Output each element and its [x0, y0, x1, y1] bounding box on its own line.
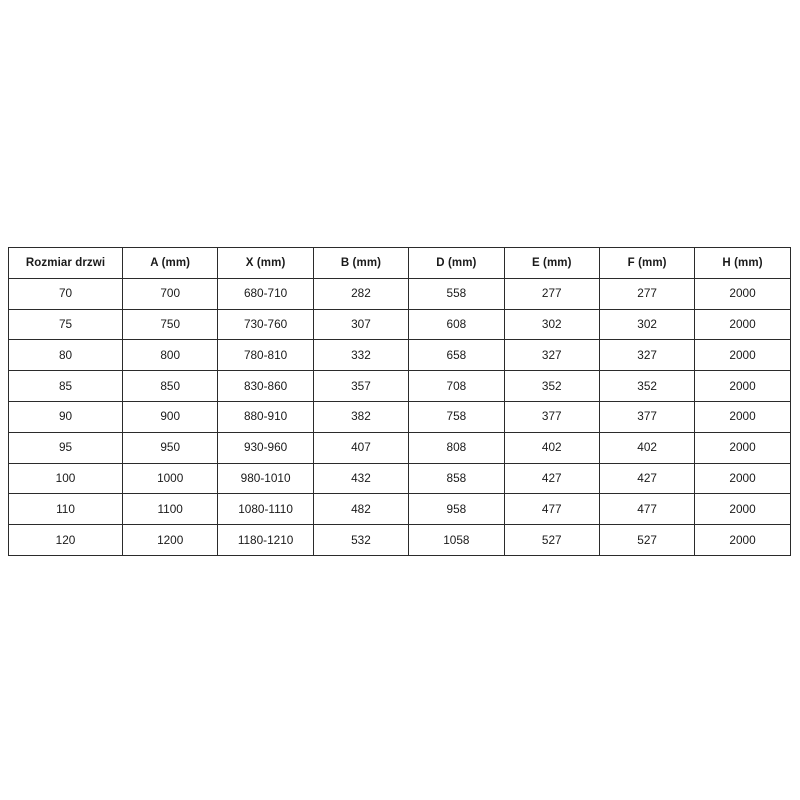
measurement-cell: 377	[503, 400, 600, 433]
measurement-cell: 427	[598, 462, 696, 495]
door-size-cell: 70	[8, 277, 123, 310]
measurement-cell: 402	[503, 431, 600, 464]
measurement-cell: 277	[598, 277, 696, 310]
measurement-cell: 758	[408, 400, 505, 433]
measurement-cell: 780-810	[217, 339, 314, 372]
measurement-cell: 700	[121, 277, 219, 310]
door-size-cell: 100	[8, 462, 123, 495]
measurement-cell: 477	[503, 493, 600, 526]
measurement-cell: 302	[598, 308, 696, 341]
measurement-cell: 277	[503, 277, 600, 310]
table-row: 100 1000 980-1010 432 858 427 427 2000	[8, 462, 791, 495]
measurement-cell: 558	[408, 277, 505, 310]
measurement-cell: 377	[598, 400, 696, 433]
door-size-cell: 85	[8, 370, 123, 402]
measurement-cell: 407	[312, 431, 410, 464]
measurement-cell: 680-710	[217, 277, 314, 310]
measurement-cell: 282	[312, 277, 410, 310]
measurement-cell: 830-860	[217, 370, 314, 402]
measurement-cell: 2000	[694, 277, 791, 310]
measurement-cell: 2000	[694, 370, 791, 402]
door-size-spec-table: Rozmiar drzwi A (mm) X (mm) B (mm) D (mm) E (…	[8, 247, 791, 556]
measurement-cell: 730-760	[217, 308, 314, 341]
measurement-cell: 2000	[694, 431, 791, 464]
column-header: E (mm)	[503, 247, 600, 279]
measurement-cell: 527	[503, 524, 600, 556]
measurement-cell: 332	[312, 339, 410, 372]
measurement-cell: 357	[312, 370, 410, 402]
door-size-spec-table-container: Rozmiar drzwi A (mm) X (mm) B (mm) D (mm) E (…	[8, 247, 791, 556]
measurement-cell: 1080-1110	[217, 493, 314, 526]
measurement-cell: 427	[503, 462, 600, 495]
door-size-cell: 80	[8, 339, 123, 372]
measurement-cell: 880-910	[217, 400, 314, 433]
measurement-cell: 950	[121, 431, 219, 464]
measurement-cell: 2000	[694, 308, 791, 341]
measurement-cell: 850	[121, 370, 219, 402]
column-header: H (mm)	[694, 247, 791, 279]
measurement-cell: 2000	[694, 493, 791, 526]
table-row: 70 700 680-710 282 558 277 277 2000	[8, 277, 791, 310]
measurement-cell: 800	[121, 339, 219, 372]
measurement-cell: 532	[312, 524, 410, 556]
measurement-cell: 482	[312, 493, 410, 526]
column-header: D (mm)	[408, 247, 505, 279]
table-row: 120 1200 1180-1210 532 1058 527 527 2000	[8, 524, 791, 556]
measurement-cell: 402	[598, 431, 696, 464]
table-body: 70 700 680-710 282 558 277 277 2000 75 750 730-760…	[8, 277, 791, 556]
measurement-cell: 1200	[121, 524, 219, 556]
door-size-cell: 95	[8, 431, 123, 464]
measurement-cell: 1000	[121, 462, 219, 495]
table-row: 95 950 930-960 407 808 402 402 2000	[8, 431, 791, 464]
door-size-cell: 120	[8, 524, 123, 556]
measurement-cell: 327	[503, 339, 600, 372]
table-header: Rozmiar drzwi A (mm) X (mm) B (mm) D (mm) E (…	[8, 247, 791, 279]
measurement-cell: 980-1010	[217, 462, 314, 495]
measurement-cell: 658	[408, 339, 505, 372]
measurement-cell: 1058	[408, 524, 505, 556]
measurement-cell: 2000	[694, 339, 791, 372]
door-size-cell: 110	[8, 493, 123, 526]
measurement-cell: 307	[312, 308, 410, 341]
measurement-cell: 432	[312, 462, 410, 495]
measurement-cell: 1180-1210	[217, 524, 314, 556]
measurement-cell: 327	[598, 339, 696, 372]
table-row: 80 800 780-810 332 658 327 327 2000	[8, 339, 791, 372]
column-header: A (mm)	[121, 247, 219, 279]
measurement-cell: 708	[408, 370, 505, 402]
measurement-cell: 382	[312, 400, 410, 433]
measurement-cell: 352	[598, 370, 696, 402]
door-size-cell: 75	[8, 308, 123, 341]
measurement-cell: 858	[408, 462, 505, 495]
measurement-cell: 352	[503, 370, 600, 402]
measurement-cell: 527	[598, 524, 696, 556]
measurement-cell: 608	[408, 308, 505, 341]
column-header: F (mm)	[598, 247, 696, 279]
table-row: 85 850 830-860 357 708 352 352 2000	[8, 370, 791, 402]
measurement-cell: 477	[598, 493, 696, 526]
column-header: X (mm)	[217, 247, 314, 279]
table-row: 75 750 730-760 307 608 302 302 2000	[8, 308, 791, 341]
measurement-cell: 808	[408, 431, 505, 464]
measurement-cell: 302	[503, 308, 600, 341]
column-header: B (mm)	[312, 247, 410, 279]
measurement-cell: 2000	[694, 400, 791, 433]
table-row: 110 1100 1080-1110 482 958 477 477 2000	[8, 493, 791, 526]
measurement-cell: 1100	[121, 493, 219, 526]
measurement-cell: 930-960	[217, 431, 314, 464]
measurement-cell: 2000	[694, 524, 791, 556]
measurement-cell: 2000	[694, 462, 791, 495]
door-size-cell: 90	[8, 400, 123, 433]
measurement-cell: 958	[408, 493, 505, 526]
measurement-cell: 900	[121, 400, 219, 433]
table-header-row: Rozmiar drzwi A (mm) X (mm) B (mm) D (mm) E (…	[8, 247, 791, 279]
column-header: Rozmiar drzwi	[8, 247, 123, 279]
measurement-cell: 750	[121, 308, 219, 341]
table-row: 90 900 880-910 382 758 377 377 2000	[8, 400, 791, 433]
